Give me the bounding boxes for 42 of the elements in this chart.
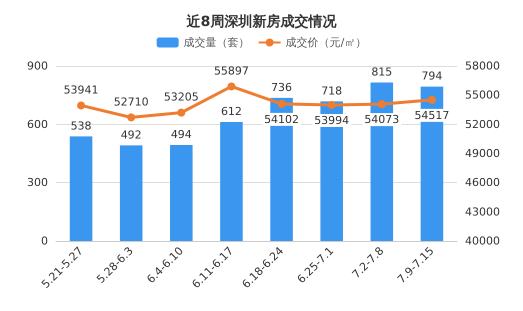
legend-label: 成交价（元/㎡）	[286, 36, 366, 49]
data-label: 794	[421, 70, 442, 83]
data-label: 53994	[314, 114, 350, 127]
bar	[120, 145, 142, 241]
y2-tick-label: 49000	[465, 147, 500, 160]
data-label: 54517	[414, 108, 450, 122]
y-tick-label: 0	[41, 234, 48, 248]
y2-tick-label: 52000	[465, 118, 500, 131]
point	[177, 108, 186, 117]
y2-tick-label: 46000	[465, 176, 500, 190]
data-label: 52710	[114, 95, 149, 108]
point	[77, 101, 86, 110]
point	[328, 100, 336, 109]
data-label: 718	[321, 84, 342, 98]
y2-tick-label: 55000	[465, 88, 500, 102]
data-label: 53205	[164, 90, 199, 104]
data-label: 53941	[64, 83, 99, 96]
point	[378, 100, 386, 108]
data-label: 494	[170, 128, 192, 141]
data-label: 54073	[364, 113, 400, 126]
y-tick-label: 900	[27, 60, 48, 72]
chart-title: 近8周深圳新房成交情况	[186, 13, 338, 30]
bar	[220, 122, 243, 241]
bar	[170, 144, 193, 241]
data-label: 612	[220, 105, 242, 118]
y2-tick-label: 40000	[465, 234, 500, 248]
point	[278, 100, 286, 108]
y2-tick-label: 58000	[465, 60, 500, 72]
y-tick-label: 600	[27, 118, 48, 131]
y-tick-label: 300	[27, 176, 48, 190]
data-label: 55897	[214, 64, 249, 78]
point	[127, 113, 136, 122]
data-label: 538	[70, 119, 92, 132]
data-label: 492	[120, 128, 142, 142]
data-label: 54102	[264, 112, 300, 126]
legend-label: 成交量（套）	[184, 36, 250, 49]
bar	[70, 136, 92, 241]
y2-tick-label: 43000	[465, 205, 500, 218]
point	[227, 82, 236, 90]
data-label: 815	[371, 66, 392, 79]
point	[428, 96, 436, 104]
data-label: 736	[271, 80, 292, 94]
